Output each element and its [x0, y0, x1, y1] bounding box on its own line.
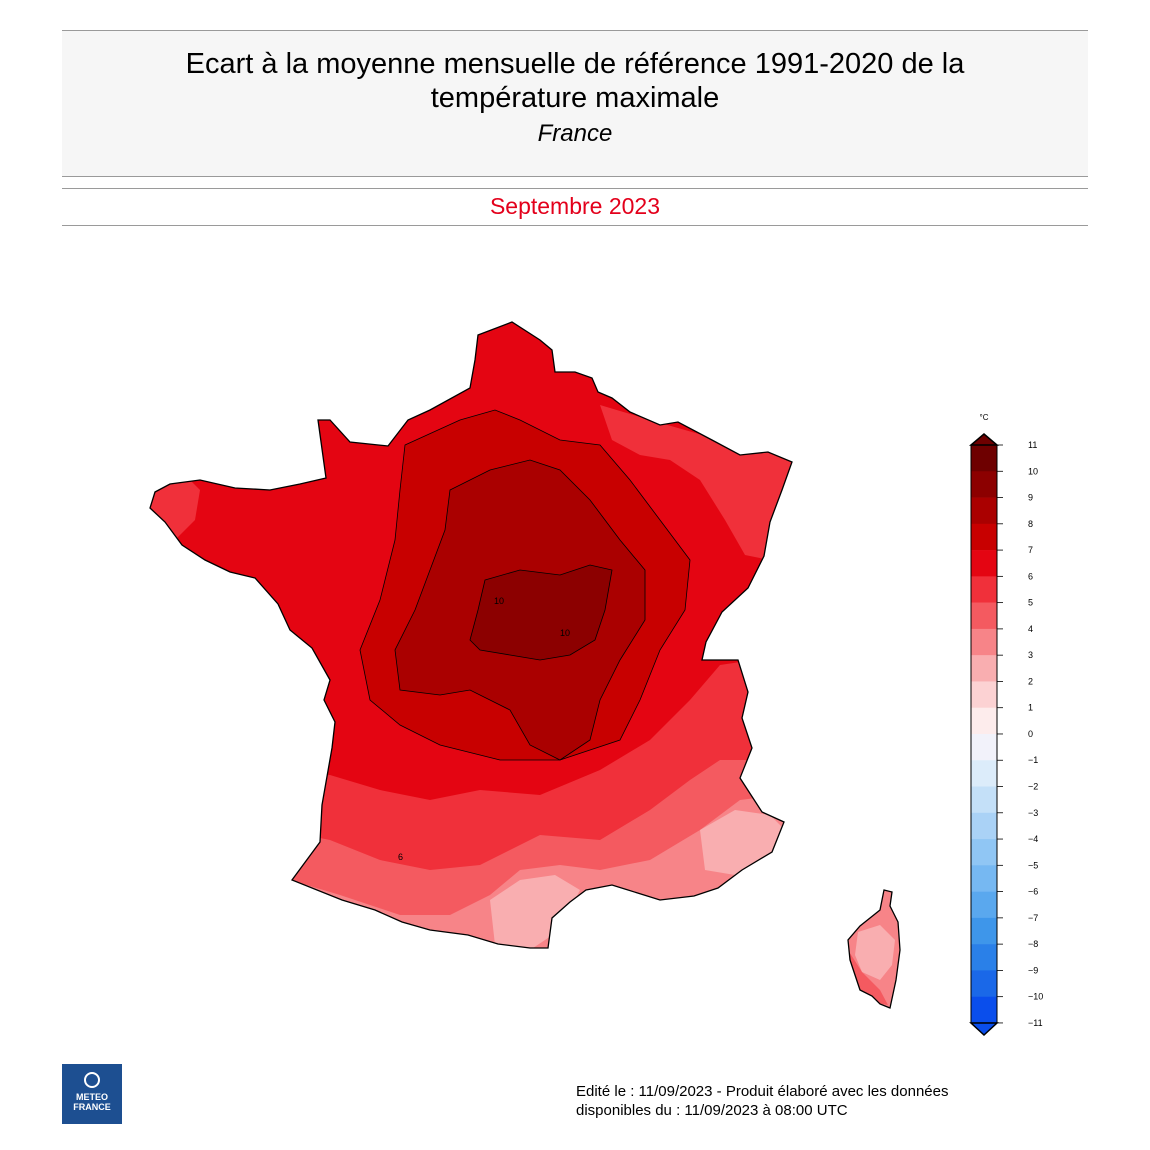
legend-tick-label: 11 — [1028, 440, 1037, 450]
legend-color-box — [971, 786, 997, 814]
legend-tick-label: 9 — [1028, 493, 1033, 503]
legend-tick-label: 2 — [1028, 676, 1033, 686]
legend-color-boxes — [970, 444, 998, 1024]
legend-color-box — [971, 917, 997, 945]
legend-color-box — [971, 707, 997, 735]
legend-color-box — [971, 628, 997, 656]
logo-emblem-icon — [84, 1072, 100, 1088]
legend-color-box — [971, 839, 997, 866]
legend-tick-label: 1 — [1028, 703, 1033, 713]
legend-color-box — [971, 550, 997, 577]
legend-tick-label: 6 — [1028, 571, 1033, 581]
legend-color-box — [971, 497, 997, 525]
legend-color-box — [971, 655, 997, 682]
legend-color-box — [971, 576, 997, 603]
period-label: Septembre 2023 — [489, 193, 661, 219]
legend-color-box — [971, 760, 997, 787]
separator-top — [62, 188, 1088, 189]
legend-color-box — [971, 733, 997, 761]
legend-tick-label: −10 — [1028, 992, 1043, 1002]
edition-info-line-2: disponibles du : 11/09/2023 à 08:00 UTC — [576, 1102, 848, 1119]
map-title-line-2: température maximale — [430, 82, 720, 114]
meteo-france-logo: METEO FRANCE — [62, 1064, 122, 1124]
legend-tick-label: −8 — [1028, 939, 1038, 949]
corsica-zone-anom-3-4 — [855, 925, 895, 980]
legend-tick-label: 4 — [1028, 624, 1033, 634]
legend-color-box — [971, 812, 997, 840]
separator-bottom — [62, 225, 1088, 226]
legend-tick-label: −5 — [1028, 860, 1038, 870]
legend-tick-label: −3 — [1028, 808, 1038, 818]
legend-color-box — [971, 681, 997, 708]
legend-tick-label: −11 — [1028, 1018, 1043, 1028]
legend-color-box — [971, 471, 997, 498]
color-legend: °C 11109876543210−1−2−3−4−5−6−7−8−9−10−1… — [968, 413, 1043, 1037]
legend-tick-label: 8 — [1028, 519, 1033, 529]
zone-anom-10-11 — [469, 564, 613, 661]
contour-label-10-north: 10 — [494, 596, 504, 606]
legend-color-box — [971, 602, 997, 630]
legend-unit: °C — [980, 413, 989, 422]
title-box: Ecart à la moyenne mensuelle de référenc… — [62, 30, 1088, 177]
legend-tick-label: 0 — [1028, 729, 1033, 739]
logo-text-line-1: METEO — [75, 1092, 108, 1102]
legend-tick-label: 10 — [1028, 466, 1038, 476]
legend-color-box — [971, 891, 997, 919]
corsica-zone-anom-5-6 — [848, 950, 888, 1005]
legend-tick-label: 7 — [1028, 545, 1033, 555]
edition-info: Edité le : 11/09/2023 - Produit élaboré … — [576, 1082, 1076, 1120]
legend-tick-label: 5 — [1028, 598, 1033, 608]
legend-color-box — [971, 865, 997, 892]
legend-color-box — [971, 996, 997, 1024]
legend-color-box — [971, 445, 997, 472]
legend-arrow-bottom — [969, 1022, 999, 1037]
legend-color-box — [971, 523, 997, 551]
edition-info-line-1: Edité le : 11/09/2023 - Produit élaboré … — [576, 1083, 949, 1100]
legend-tick-label: −7 — [1028, 913, 1038, 923]
legend-tick-label: −4 — [1028, 834, 1038, 844]
legend-color-box — [971, 944, 997, 971]
legend-tick-label: −6 — [1028, 887, 1038, 897]
contour-label-10-south: 10 — [560, 628, 570, 638]
logo-text-line-2: FRANCE — [73, 1102, 111, 1112]
legend-tick-label: 3 — [1028, 650, 1033, 660]
legend-color-box — [971, 970, 997, 997]
map-subtitle: France — [537, 120, 613, 147]
legend-tick-label: −9 — [1028, 965, 1038, 975]
map-title-line-1: Ecart à la moyenne mensuelle de référenc… — [185, 48, 965, 80]
contour-label-6: 6 — [398, 852, 403, 862]
legend-tick-label: −2 — [1028, 782, 1038, 792]
france-anomaly-field — [150, 322, 792, 948]
legend-tick-label: −1 — [1028, 755, 1038, 765]
legend-arrow-top — [968, 433, 1000, 446]
